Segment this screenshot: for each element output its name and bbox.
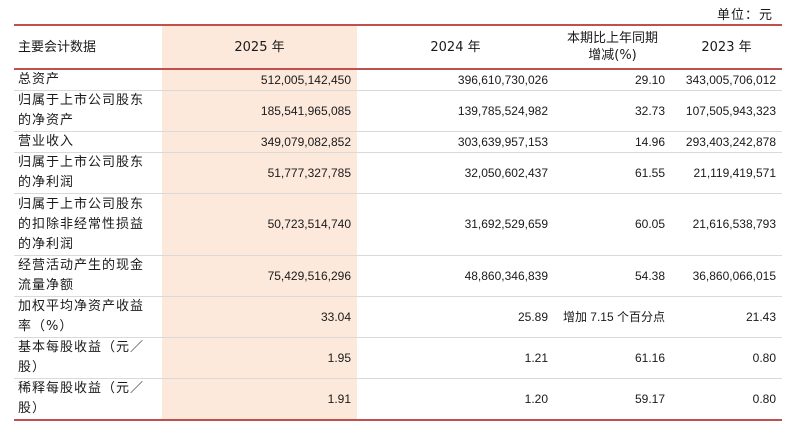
- cell-2025: 33.04: [162, 296, 357, 338]
- cell-2024: 25.89: [357, 296, 554, 338]
- cell-change: 54.38: [554, 255, 671, 297]
- cell-2025: 349,079,082,852: [162, 131, 357, 153]
- cell-2023: 107,505,943,323: [671, 90, 782, 132]
- row-label: 归属于上市公司股东的净利润: [14, 152, 162, 194]
- header-2023: 2023 年: [671, 24, 782, 70]
- cell-2023: 21,119,419,571: [671, 152, 782, 194]
- cell-2023: 21.43: [671, 296, 782, 338]
- table-row: 总资产 512,005,142,450 396,610,730,026 29.1…: [14, 69, 782, 91]
- header-2024: 2024 年: [357, 24, 554, 70]
- row-label: 归属于上市公司股东的净资产: [14, 90, 162, 132]
- header-yoy-change: 本期比上年同期 增减(%): [554, 24, 671, 70]
- cell-2025: 185,541,965,085: [162, 90, 357, 132]
- cell-2023: 0.80: [671, 337, 782, 379]
- cell-2025: 1.91: [162, 378, 357, 421]
- table-row: 经营活动产生的现金流量净额 75,429,516,296 48,860,346,…: [14, 255, 782, 297]
- cell-2023: 36,860,066,015: [671, 255, 782, 297]
- row-label: 营业收入: [14, 131, 162, 153]
- table-row: 归属于上市公司股东的净资产 185,541,965,085 139,785,52…: [14, 90, 782, 132]
- table-header-row: 主要会计数据 2025 年 2024 年 本期比上年同期 增减(%) 2023 …: [14, 24, 782, 70]
- cell-2025: 1.95: [162, 337, 357, 379]
- cell-change: 29.10: [554, 69, 671, 91]
- table-row: 营业收入 349,079,082,852 303,639,957,153 14.…: [14, 131, 782, 153]
- accounting-data-table: 主要会计数据 2025 年 2024 年 本期比上年同期 增减(%) 2023 …: [14, 24, 782, 421]
- row-label: 总资产: [14, 69, 162, 91]
- cell-2023: 293,403,242,878: [671, 131, 782, 153]
- cell-2024: 48,860,346,839: [357, 255, 554, 297]
- cell-2024: 1.21: [357, 337, 554, 379]
- header-2025: 2025 年: [162, 24, 357, 70]
- cell-2025: 75,429,516,296: [162, 255, 357, 297]
- cell-change: 59.17: [554, 378, 671, 421]
- cell-2025: 512,005,142,450: [162, 69, 357, 91]
- row-label: 经营活动产生的现金流量净额: [14, 255, 162, 297]
- cell-2023: 0.80: [671, 378, 782, 421]
- cell-2024: 31,692,529,659: [357, 193, 554, 256]
- cell-2024: 303,639,957,153: [357, 131, 554, 153]
- row-label: 归属于上市公司股东的扣除非经常性损益的净利润: [14, 193, 162, 256]
- cell-2024: 1.20: [357, 378, 554, 421]
- cell-2024: 139,785,524,982: [357, 90, 554, 132]
- table-row: 稀释每股收益（元／股） 1.91 1.20 59.17 0.80: [14, 378, 782, 421]
- table-row: 归属于上市公司股东的净利润 51,777,327,785 32,050,602,…: [14, 152, 782, 194]
- row-label: 稀释每股收益（元／股）: [14, 378, 162, 421]
- header-yoy-line1: 本期比上年同期: [566, 31, 658, 46]
- cell-2024: 32,050,602,437: [357, 152, 554, 194]
- cell-2023: 343,005,706,012: [671, 69, 782, 91]
- table-row: 归属于上市公司股东的扣除非经常性损益的净利润 50,723,514,740 31…: [14, 193, 782, 256]
- cell-change: 14.96: [554, 131, 671, 153]
- table-row: 基本每股收益（元／股） 1.95 1.21 61.16 0.80: [14, 337, 782, 379]
- unit-label: 单位：元: [716, 8, 773, 23]
- cell-change: 32.73: [554, 90, 671, 132]
- cell-change: 61.55: [554, 152, 671, 194]
- row-label: 加权平均净资产收益率（%）: [14, 296, 162, 338]
- cell-2025: 51,777,327,785: [162, 152, 357, 194]
- row-label: 基本每股收益（元／股）: [14, 337, 162, 379]
- cell-change: 60.05: [554, 193, 671, 256]
- cell-2025: 50,723,514,740: [162, 193, 357, 256]
- cell-change: 增加 7.15 个百分点: [554, 296, 671, 338]
- cell-2023: 21,616,538,793: [671, 193, 782, 256]
- header-indicator: 主要会计数据: [14, 24, 162, 70]
- header-yoy-line2: 增减(%): [588, 48, 637, 63]
- table-row: 加权平均净资产收益率（%） 33.04 25.89 增加 7.15 个百分点 2…: [14, 296, 782, 338]
- cell-change: 61.16: [554, 337, 671, 379]
- cell-2024: 396,610,730,026: [357, 69, 554, 91]
